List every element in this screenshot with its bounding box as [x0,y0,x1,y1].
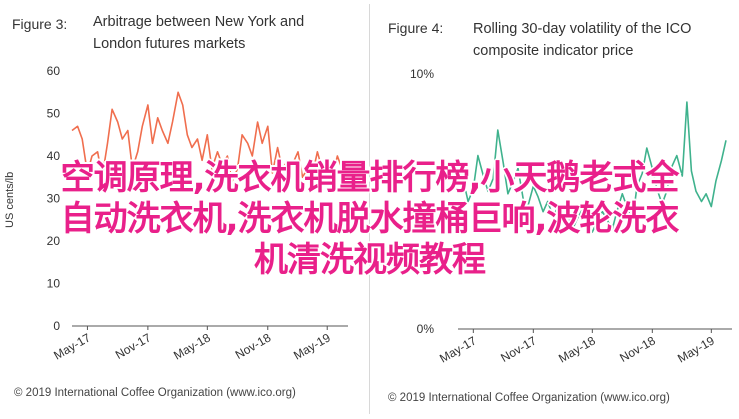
overlay-text: 空调原理,洗衣机销量排行榜,小天鹅老式全 自动洗衣机,洗衣机脱水撞桶巨响,波轮洗… [0,158,739,281]
figure-4-title-line2: composite indicator price [473,43,634,59]
overlay-line-3: 机清洗视频教程 [254,240,486,280]
figure-3-title-line2: London futures markets [93,36,246,52]
figure-4-credit: © 2019 International Coffee Organization… [388,392,670,404]
chart-1-x-tick-label: May-19 [291,330,333,362]
overlay-line-1: 空调原理,洗衣机销量排行榜,小天鹅老式全 [60,158,680,198]
chart-1-y-tick-label: 60 [47,64,61,78]
figure-4-title: Rolling 30-day volatility of the ICO com… [473,18,691,62]
chart-1-y-tick-label: 10 [47,277,61,291]
panel-divider [369,4,370,414]
overlay-line-2: 自动洗衣机,洗衣机脱水撞桶巨响,波轮洗衣 [60,199,680,239]
chart-1-x-tick-label: May-18 [171,330,213,362]
chart-1-y-tick-label: 20 [47,234,61,248]
chart-2-x-tick-label: May-17 [437,333,479,365]
chart-1-y-tick-label: 50 [47,107,61,121]
figure-4-number: Figure 4: [388,20,444,36]
chart-2-series-line [457,101,727,233]
chart-2-y-tick-label: 0% [417,322,435,336]
chart-2-x-tick-label: Nov-17 [498,333,539,365]
figure-3-title: Arbitrage between New York and London fu… [93,11,304,55]
chart-1-x-tick-label: Nov-18 [233,330,274,362]
chart-1-y-tick-label: 0 [53,319,60,333]
figure-3-credit: © 2019 International Coffee Organization… [14,387,296,399]
chart-1-x-tick-label: May-17 [51,330,93,362]
chart-1-y-tick-label: 30 [47,192,61,206]
chart-1-x-tick-label: Nov-17 [113,330,154,362]
chart-2-y-tick-label: 10% [410,67,434,81]
chart-2-x-tick-label: May-18 [556,333,598,365]
chart-2-x-tick-label: May-19 [675,333,717,365]
chart-1-series-line [71,91,343,183]
figure-4-title-line1: Rolling 30-day volatility of the ICO [473,21,692,37]
chart-2-x-tick-label: Nov-18 [617,333,658,365]
figure-3-title-line1: Arbitrage between New York and [93,14,305,30]
chart-1-y-tick-label: 40 [47,149,61,163]
figure-3-number: Figure 3: [12,16,68,32]
